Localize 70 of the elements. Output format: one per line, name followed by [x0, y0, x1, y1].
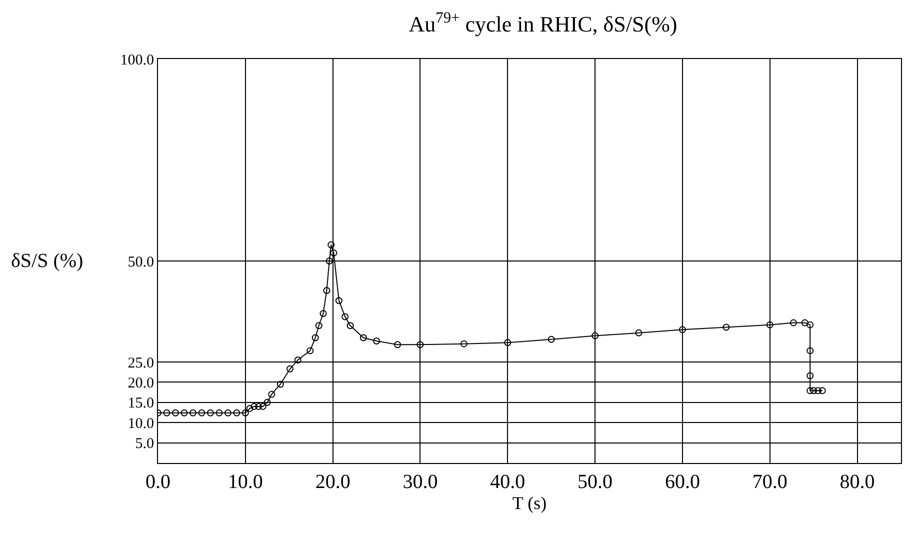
point — [806, 321, 814, 328]
point — [180, 409, 188, 416]
y-tick-label: 100.0 — [120, 52, 154, 68]
x-tick-label: 80.0 — [840, 471, 875, 493]
point — [326, 258, 333, 264]
point — [814, 387, 822, 394]
point — [722, 324, 730, 331]
point — [346, 322, 354, 330]
point — [206, 409, 214, 416]
x-axis-title: T (s) — [512, 493, 547, 513]
point — [806, 387, 814, 394]
y-tick-label: 25.0 — [128, 355, 154, 372]
point — [806, 347, 814, 354]
point — [255, 402, 262, 410]
point — [233, 409, 240, 416]
point — [806, 372, 814, 380]
point — [172, 409, 179, 416]
x-tick-label: 40.0 — [490, 471, 526, 493]
point — [259, 402, 266, 410]
point — [323, 286, 330, 294]
point — [216, 409, 223, 416]
x-tick-label: 50.0 — [578, 471, 613, 493]
point — [276, 380, 284, 388]
y-tick-label: 15.0 — [128, 396, 154, 412]
x-tick-label: 30.0 — [402, 471, 438, 493]
point — [460, 340, 468, 348]
point — [678, 326, 686, 334]
point — [394, 341, 402, 348]
point — [790, 319, 797, 326]
point — [224, 409, 232, 416]
y-tick-label: 20.0 — [128, 375, 154, 392]
point — [312, 334, 319, 342]
point — [264, 398, 271, 406]
point — [592, 332, 599, 340]
point — [286, 365, 294, 372]
point — [810, 387, 818, 394]
y-axis-title: δS/S (%) — [11, 250, 84, 272]
point — [268, 390, 276, 398]
x-tick-label: 70.0 — [752, 471, 788, 493]
point — [328, 241, 335, 248]
point — [504, 339, 512, 346]
point — [360, 334, 367, 342]
x-tick-label: 10.0 — [228, 471, 263, 493]
y-tick-label: 50.0 — [128, 254, 154, 270]
point — [818, 387, 826, 394]
chart-title: Au$^{79+}$ cycle in RHIC, δS/S(%) — [408, 9, 678, 37]
y-tick-label: 10.0 — [128, 416, 154, 432]
y-tick-label: 5.0 — [135, 436, 154, 452]
point — [548, 336, 555, 343]
x-tick-label: 60.0 — [664, 471, 700, 493]
x-tick-label: 0.0 — [146, 471, 170, 493]
point — [189, 409, 196, 416]
point — [330, 249, 338, 256]
point — [416, 341, 424, 348]
x-tick-label: 20.0 — [315, 471, 350, 493]
point — [163, 409, 170, 416]
point — [242, 409, 249, 416]
point — [801, 319, 808, 326]
point — [315, 322, 322, 330]
point — [198, 409, 206, 416]
point — [335, 297, 342, 304]
point — [250, 402, 258, 410]
point — [246, 404, 254, 412]
point — [320, 310, 327, 318]
point — [294, 356, 302, 364]
point — [635, 329, 642, 336]
point — [306, 347, 314, 354]
point — [373, 337, 380, 344]
point — [342, 313, 349, 320]
point — [766, 321, 774, 328]
